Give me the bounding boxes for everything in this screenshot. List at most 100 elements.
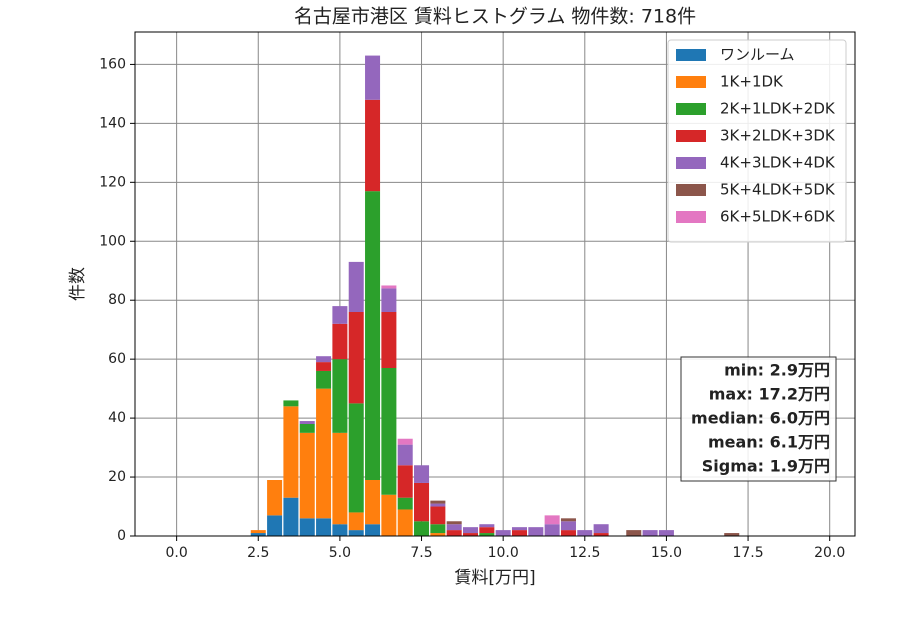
bar: [544, 515, 560, 525]
x-tick-label: 20.0: [814, 545, 845, 561]
bar: [381, 285, 397, 289]
x-tick-label: 10.0: [488, 545, 519, 561]
bar: [316, 356, 332, 363]
bar: [593, 524, 609, 534]
legend-swatch: [676, 103, 706, 115]
bar: [446, 521, 462, 525]
bar: [381, 494, 397, 536]
bar: [414, 482, 430, 522]
y-tick-label: 20: [108, 469, 126, 485]
plot-frame: [134, 31, 856, 537]
legend-label: 3K+2LDK+3DK: [720, 127, 836, 145]
legend: ワンルーム 1K+1DK 2K+1LDK+2DK 3K+2LDK+3DK 4K+3LDK…: [667, 39, 847, 243]
bar: [250, 533, 266, 536]
bar: [446, 530, 462, 536]
x-tick-label: 15.0: [651, 545, 682, 561]
bar: [332, 359, 348, 433]
y-tick-label: 140: [99, 115, 126, 131]
legend-label: 1K+1DK: [720, 73, 784, 91]
bar: [365, 191, 381, 480]
bar: [463, 533, 479, 536]
bar: [430, 500, 446, 504]
bar: [397, 465, 413, 498]
bar: [299, 518, 315, 536]
bar: [724, 533, 740, 536]
bar: [430, 506, 446, 525]
bar: [365, 55, 381, 100]
bar: [348, 530, 364, 536]
x-tick-label: 0.0: [165, 545, 187, 561]
y-tick-label: 160: [99, 56, 126, 72]
legend-swatch: [676, 211, 706, 223]
bar: [560, 518, 576, 522]
bar: [299, 432, 315, 519]
legend-label: 5K+4LDK+5DK: [720, 181, 836, 199]
bar: [299, 424, 315, 433]
bar: [381, 368, 397, 495]
y-tick-label: 40: [108, 410, 126, 426]
y-tick-label: 0: [117, 528, 126, 544]
bar: [299, 421, 315, 424]
bar: [430, 524, 446, 534]
bar: [267, 480, 283, 516]
bar: [316, 388, 332, 519]
stats-line: min: 2.9万円: [724, 361, 830, 380]
legend-label: 2K+1LDK+2DK: [720, 100, 836, 118]
stats-line: median: 6.0万円: [691, 409, 830, 428]
bar: [397, 444, 413, 466]
bar: [348, 403, 364, 513]
bar: [283, 406, 299, 498]
bar: [528, 527, 544, 536]
stats-line: mean: 6.1万円: [708, 433, 830, 452]
bar: [593, 533, 609, 536]
bar: [348, 312, 364, 404]
bar: [316, 370, 332, 389]
stats-frame: [680, 356, 837, 482]
legend-swatch: [676, 49, 706, 61]
y-tick-label: 60: [108, 351, 126, 367]
x-tick-label: 17.5: [732, 545, 763, 561]
bar: [332, 524, 348, 536]
bar: [397, 438, 413, 445]
bar: [479, 524, 495, 528]
bar: [626, 530, 642, 536]
legend-label: 6K+5LDK+6DK: [720, 208, 836, 226]
stats-box: min: 2.9万円 max: 17.2万円 median: 6.0万円 mean: …: [680, 356, 837, 482]
bar: [430, 533, 446, 536]
bar: [495, 530, 511, 536]
legend-label: 4K+3LDK+4DK: [720, 154, 836, 172]
bar: [446, 524, 462, 531]
bar: [560, 530, 576, 536]
legend-box: [667, 39, 847, 243]
stats-line: max: 17.2万円: [709, 385, 830, 404]
bar: [511, 530, 527, 536]
bar: [560, 521, 576, 531]
x-axis-label: 賃料[万円]: [454, 568, 535, 588]
bar: [381, 312, 397, 368]
bar: [544, 524, 560, 536]
x-tick-label: 5.0: [329, 545, 351, 561]
stats-line: Sigma: 1.9万円: [702, 457, 830, 476]
bar: [414, 465, 430, 483]
bar: [414, 521, 430, 536]
legend-swatch: [676, 157, 706, 169]
bar: [479, 527, 495, 534]
y-tick-label: 80: [108, 292, 126, 308]
bar: [642, 530, 658, 536]
bar: [479, 533, 495, 536]
bar: [332, 323, 348, 360]
bar: [658, 530, 674, 536]
bar: [365, 99, 381, 192]
x-tick-label: 2.5: [247, 545, 269, 561]
bar: [267, 515, 283, 536]
bar: [397, 497, 413, 510]
bar: [316, 362, 332, 371]
legend-swatch: [676, 130, 706, 142]
bar: [332, 306, 348, 324]
bar: [511, 527, 527, 531]
bar: [332, 432, 348, 525]
bar: [283, 497, 299, 536]
legend-swatch: [676, 76, 706, 88]
legend-swatch: [676, 184, 706, 196]
